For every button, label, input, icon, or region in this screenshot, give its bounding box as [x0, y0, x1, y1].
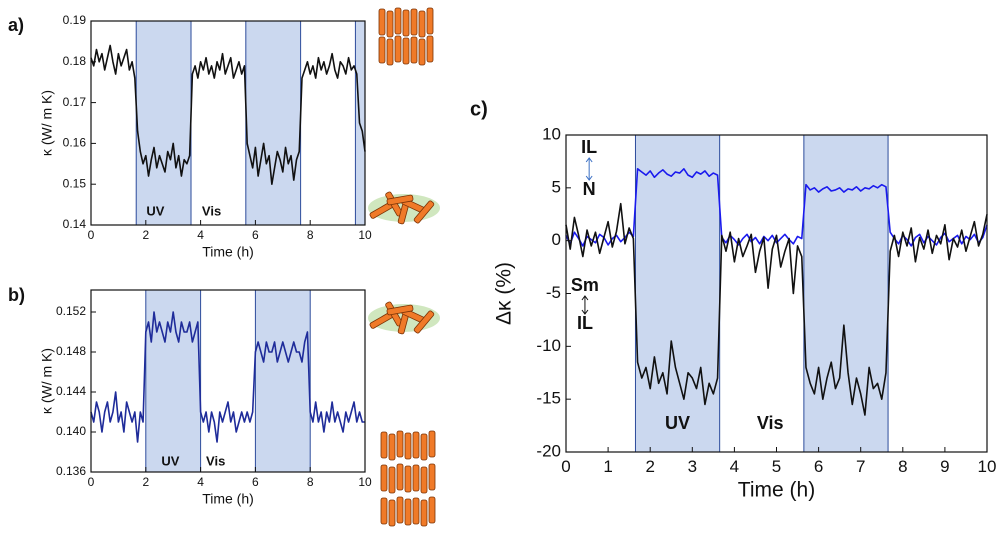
y-axis-label: κ (W/ m K) — [39, 348, 55, 414]
x-tick-label: 10 — [358, 475, 372, 489]
uv-region — [135, 20, 192, 226]
panel: a) 0 2 4 6 8 10 0.14 0.15 0.16 0.17 0.18 0.19 Time (h… — [8, 13, 372, 259]
data-line — [90, 44, 366, 185]
y-tick-label: 5 — [552, 177, 561, 196]
y-tick-label: 0.152 — [56, 304, 86, 318]
y-tick-label: 0.19 — [63, 13, 87, 27]
x-tick-label: 10 — [978, 457, 997, 476]
x-tick-label: 6 — [252, 475, 259, 489]
x-tick-label: 2 — [645, 457, 654, 476]
annotation: UV — [161, 453, 179, 468]
panel: b) 0 2 4 6 8 10 0.136 0.140 0.144 0.148 0.152 Time (… — [8, 285, 372, 507]
x-tick-label: 0 — [561, 457, 570, 476]
panel-label: b) — [8, 285, 25, 305]
y-tick-label: 0.140 — [56, 424, 86, 438]
isotropic-phase-icon — [368, 301, 440, 334]
uv-region — [254, 289, 311, 473]
x-tick-label: 6 — [814, 457, 823, 476]
y-tick-label: 0.14 — [63, 217, 87, 231]
x-axis-label: Time (h) — [202, 243, 254, 259]
x-tick-label: 8 — [307, 475, 314, 489]
y-tick-label: -10 — [536, 336, 561, 355]
x-tick-label: 3 — [688, 457, 697, 476]
annotation: Vis — [757, 413, 784, 433]
arrow-head — [581, 295, 589, 315]
uv-region — [803, 134, 889, 453]
x-tick-label: 0 — [88, 228, 95, 242]
x-tick-label: 6 — [252, 228, 259, 242]
y-tick-label: -5 — [546, 283, 561, 302]
x-tick-label: 8 — [898, 457, 907, 476]
y-tick-label: 0.148 — [56, 344, 86, 358]
ordered-phase-icon — [381, 431, 435, 460]
y-tick-label: 0.18 — [63, 54, 87, 68]
uv-region — [245, 20, 302, 226]
data-line — [565, 202, 988, 416]
y-tick-label: 10 — [542, 124, 561, 143]
y-tick-label: -20 — [536, 441, 561, 460]
x-tick-label: 1 — [603, 457, 612, 476]
annotation: Vis — [202, 203, 221, 218]
y-tick-label: -15 — [536, 389, 561, 408]
annotation: Sm — [571, 275, 599, 295]
y-tick-label: 0.17 — [63, 95, 87, 109]
data-line — [565, 168, 988, 247]
annotation: N — [583, 179, 596, 199]
isotropic-phase-icon — [368, 191, 440, 224]
x-tick-label: 4 — [730, 457, 739, 476]
y-axis-label: κ (W/ m K) — [39, 90, 55, 156]
x-tick-label: 10 — [358, 228, 372, 242]
y-tick-label: 0.15 — [63, 176, 87, 190]
x-tick-label: 0 — [88, 475, 95, 489]
annotation: Vis — [206, 453, 225, 468]
plot-frame — [565, 134, 988, 453]
annotation: UV — [665, 413, 690, 433]
x-axis-label: Time (h) — [738, 479, 815, 502]
data-line — [90, 311, 365, 443]
y-tick-label: 0.136 — [56, 464, 86, 478]
annotation: IL — [577, 313, 593, 333]
ordered-phase-icon — [381, 464, 435, 493]
x-tick-label: 2 — [142, 475, 149, 489]
ordered-phase-icon — [381, 497, 435, 526]
arrow-head — [585, 157, 593, 181]
x-tick-label: 8 — [307, 228, 314, 242]
panel-label: c) — [470, 98, 488, 120]
ordered-phase-icon — [379, 8, 433, 37]
panel: c) 0 1 2 3 4 5 6 7 8 9 10 -20 -15 -10 -5 0 5 10 Time (h) Δκ … — [470, 98, 996, 501]
x-tick-label: 2 — [142, 228, 149, 242]
plot-frame — [90, 289, 366, 473]
y-tick-label: 0.16 — [63, 136, 87, 150]
y-tick-label: 0 — [552, 230, 561, 249]
annotation: UV — [146, 203, 164, 218]
annotation: IL — [581, 137, 597, 157]
x-tick-label: 5 — [772, 457, 781, 476]
y-tick-label: 0.144 — [56, 384, 86, 398]
ordered-phase-icon — [379, 36, 433, 65]
x-tick-label: 7 — [856, 457, 865, 476]
y-axis-label: Δκ (%) — [492, 262, 515, 325]
x-axis-label: Time (h) — [202, 490, 254, 506]
panel-label: a) — [8, 15, 24, 35]
x-tick-label: 9 — [940, 457, 949, 476]
uv-region — [634, 134, 721, 453]
illustrations — [368, 8, 440, 526]
x-tick-label: 4 — [197, 228, 204, 242]
plot-frame — [90, 20, 366, 226]
x-tick-label: 4 — [197, 475, 204, 489]
